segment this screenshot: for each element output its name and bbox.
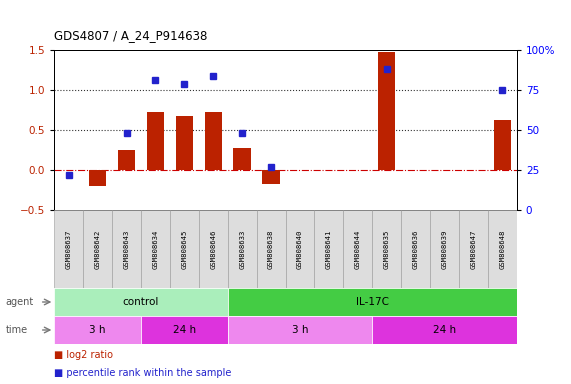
Text: GSM808646: GSM808646 <box>210 229 216 269</box>
Text: ■ percentile rank within the sample: ■ percentile rank within the sample <box>54 368 232 378</box>
Text: GSM808641: GSM808641 <box>326 229 332 269</box>
Text: 3 h: 3 h <box>292 325 308 335</box>
Bar <box>228 210 256 288</box>
Bar <box>112 210 141 288</box>
Bar <box>372 316 517 344</box>
Bar <box>170 210 199 288</box>
Text: GSM808645: GSM808645 <box>182 229 187 269</box>
Text: GSM808636: GSM808636 <box>413 229 419 269</box>
Bar <box>343 210 372 288</box>
Bar <box>199 210 228 288</box>
Text: time: time <box>6 325 28 335</box>
Text: GSM808643: GSM808643 <box>123 229 130 269</box>
Bar <box>204 112 222 170</box>
Text: GSM808639: GSM808639 <box>441 229 448 269</box>
Bar <box>372 210 401 288</box>
Bar <box>141 210 170 288</box>
Text: GSM808638: GSM808638 <box>268 229 274 269</box>
Bar <box>256 210 286 288</box>
Bar <box>54 316 141 344</box>
Bar <box>141 316 228 344</box>
Text: GSM808642: GSM808642 <box>95 229 100 269</box>
Text: GSM808648: GSM808648 <box>499 229 505 269</box>
Bar <box>234 148 251 170</box>
Bar <box>378 52 395 170</box>
Text: GSM808644: GSM808644 <box>355 229 361 269</box>
Bar <box>286 210 315 288</box>
Bar <box>488 210 517 288</box>
Bar <box>459 210 488 288</box>
Text: GSM808635: GSM808635 <box>384 229 389 269</box>
Bar <box>263 170 280 184</box>
Bar <box>401 210 430 288</box>
Bar <box>89 170 106 186</box>
Text: 24 h: 24 h <box>173 325 196 335</box>
Bar <box>228 316 372 344</box>
Text: IL-17C: IL-17C <box>356 297 389 307</box>
Text: 3 h: 3 h <box>89 325 106 335</box>
Bar <box>430 210 459 288</box>
Text: ■ log2 ratio: ■ log2 ratio <box>54 350 113 360</box>
Bar <box>493 121 511 170</box>
Bar <box>147 113 164 170</box>
Text: 24 h: 24 h <box>433 325 456 335</box>
Bar <box>228 288 517 316</box>
Text: GSM808633: GSM808633 <box>239 229 245 269</box>
Text: control: control <box>123 297 159 307</box>
Bar <box>176 116 193 170</box>
Bar <box>54 288 228 316</box>
Bar <box>54 210 83 288</box>
Bar <box>315 210 343 288</box>
Text: GSM808647: GSM808647 <box>471 229 476 269</box>
Text: agent: agent <box>6 297 34 307</box>
Text: GSM808640: GSM808640 <box>297 229 303 269</box>
Text: GDS4807 / A_24_P914638: GDS4807 / A_24_P914638 <box>54 29 208 42</box>
Text: GSM808637: GSM808637 <box>66 229 72 269</box>
Bar <box>83 210 112 288</box>
Bar <box>118 150 135 170</box>
Text: GSM808634: GSM808634 <box>152 229 158 269</box>
